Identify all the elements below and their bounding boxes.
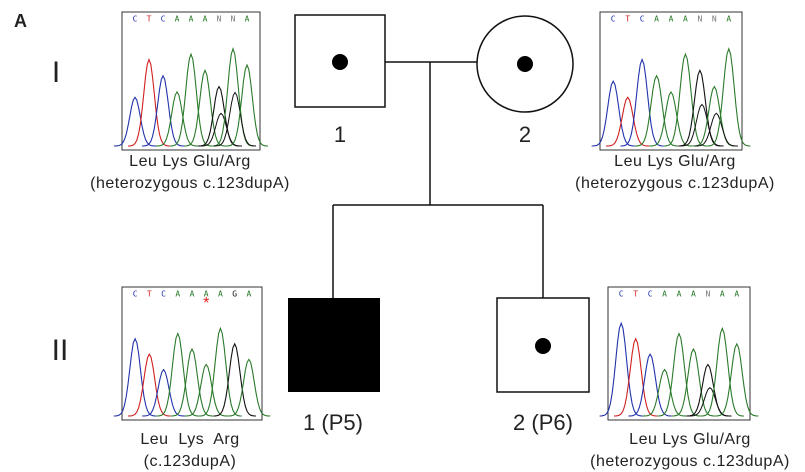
chromatogram-frame bbox=[608, 287, 750, 420]
base-call: N bbox=[712, 15, 717, 24]
base-call: A bbox=[662, 290, 667, 299]
affected-son-symbol bbox=[288, 298, 380, 392]
carrier-dot bbox=[332, 54, 348, 70]
base-call: A bbox=[175, 15, 180, 24]
base-call: C bbox=[619, 290, 624, 299]
base-call: A bbox=[203, 15, 208, 24]
base-call: A bbox=[683, 15, 688, 24]
base-call: N bbox=[705, 290, 710, 299]
base-call: A bbox=[654, 15, 659, 24]
generation-label: I bbox=[52, 56, 60, 89]
genotype: (heterozygous c.123dupA) bbox=[590, 453, 790, 470]
base-call: T bbox=[147, 15, 152, 24]
base-call: T bbox=[633, 290, 638, 299]
base-call: A bbox=[175, 290, 180, 299]
base-call: T bbox=[625, 15, 630, 24]
base-call: N bbox=[217, 15, 222, 24]
amino-acids: Leu Lys Glu/Arg bbox=[129, 153, 251, 170]
base-call: C bbox=[648, 290, 653, 299]
mutation-marker: * bbox=[203, 295, 209, 312]
amino-acids: Leu Lys Glu/Arg bbox=[614, 153, 736, 170]
carrier-dot bbox=[535, 338, 551, 354]
base-call: G bbox=[232, 290, 237, 299]
base-call: A bbox=[246, 290, 251, 299]
generation-label: II bbox=[52, 334, 69, 367]
base-call: A bbox=[720, 290, 725, 299]
base-call: C bbox=[161, 15, 166, 24]
base-call: A bbox=[669, 15, 674, 24]
base-call: N bbox=[697, 15, 702, 24]
genotype: (heterozygous c.123dupA) bbox=[90, 175, 290, 192]
base-call: C bbox=[640, 15, 645, 24]
individual-label: 2 (P6) bbox=[513, 410, 573, 435]
base-call: A bbox=[245, 15, 250, 24]
individual-label: 1 bbox=[334, 122, 346, 147]
base-call: C bbox=[611, 15, 616, 24]
base-call: T bbox=[147, 290, 152, 299]
base-call: A bbox=[726, 15, 731, 24]
base-call: N bbox=[231, 15, 236, 24]
pedigree-figure: A I II 1 2 1 (P5) 2 (P6) CTCAAANNALeu Ly… bbox=[0, 0, 805, 472]
individual-label: 2 bbox=[519, 122, 531, 147]
chromatogram-frame bbox=[600, 12, 742, 150]
amino-acids: Leu Lys Arg bbox=[140, 431, 239, 448]
panel-label: A bbox=[14, 11, 27, 31]
base-call: A bbox=[734, 290, 739, 299]
base-call: A bbox=[190, 290, 195, 299]
base-call: A bbox=[218, 290, 223, 299]
chromatogram-frame bbox=[122, 287, 262, 420]
base-call: C bbox=[161, 290, 166, 299]
genotype: (heterozygous c.123dupA) bbox=[575, 175, 775, 192]
base-call: A bbox=[189, 15, 194, 24]
genotype: (c.123dupA) bbox=[144, 453, 237, 470]
base-call: A bbox=[677, 290, 682, 299]
base-call: C bbox=[133, 15, 138, 24]
base-call: A bbox=[691, 290, 696, 299]
carrier-dot bbox=[517, 56, 533, 72]
base-call: C bbox=[133, 290, 138, 299]
amino-acids: Leu Lys Glu/Arg bbox=[629, 431, 751, 448]
individual-label: 1 (P5) bbox=[303, 410, 363, 435]
